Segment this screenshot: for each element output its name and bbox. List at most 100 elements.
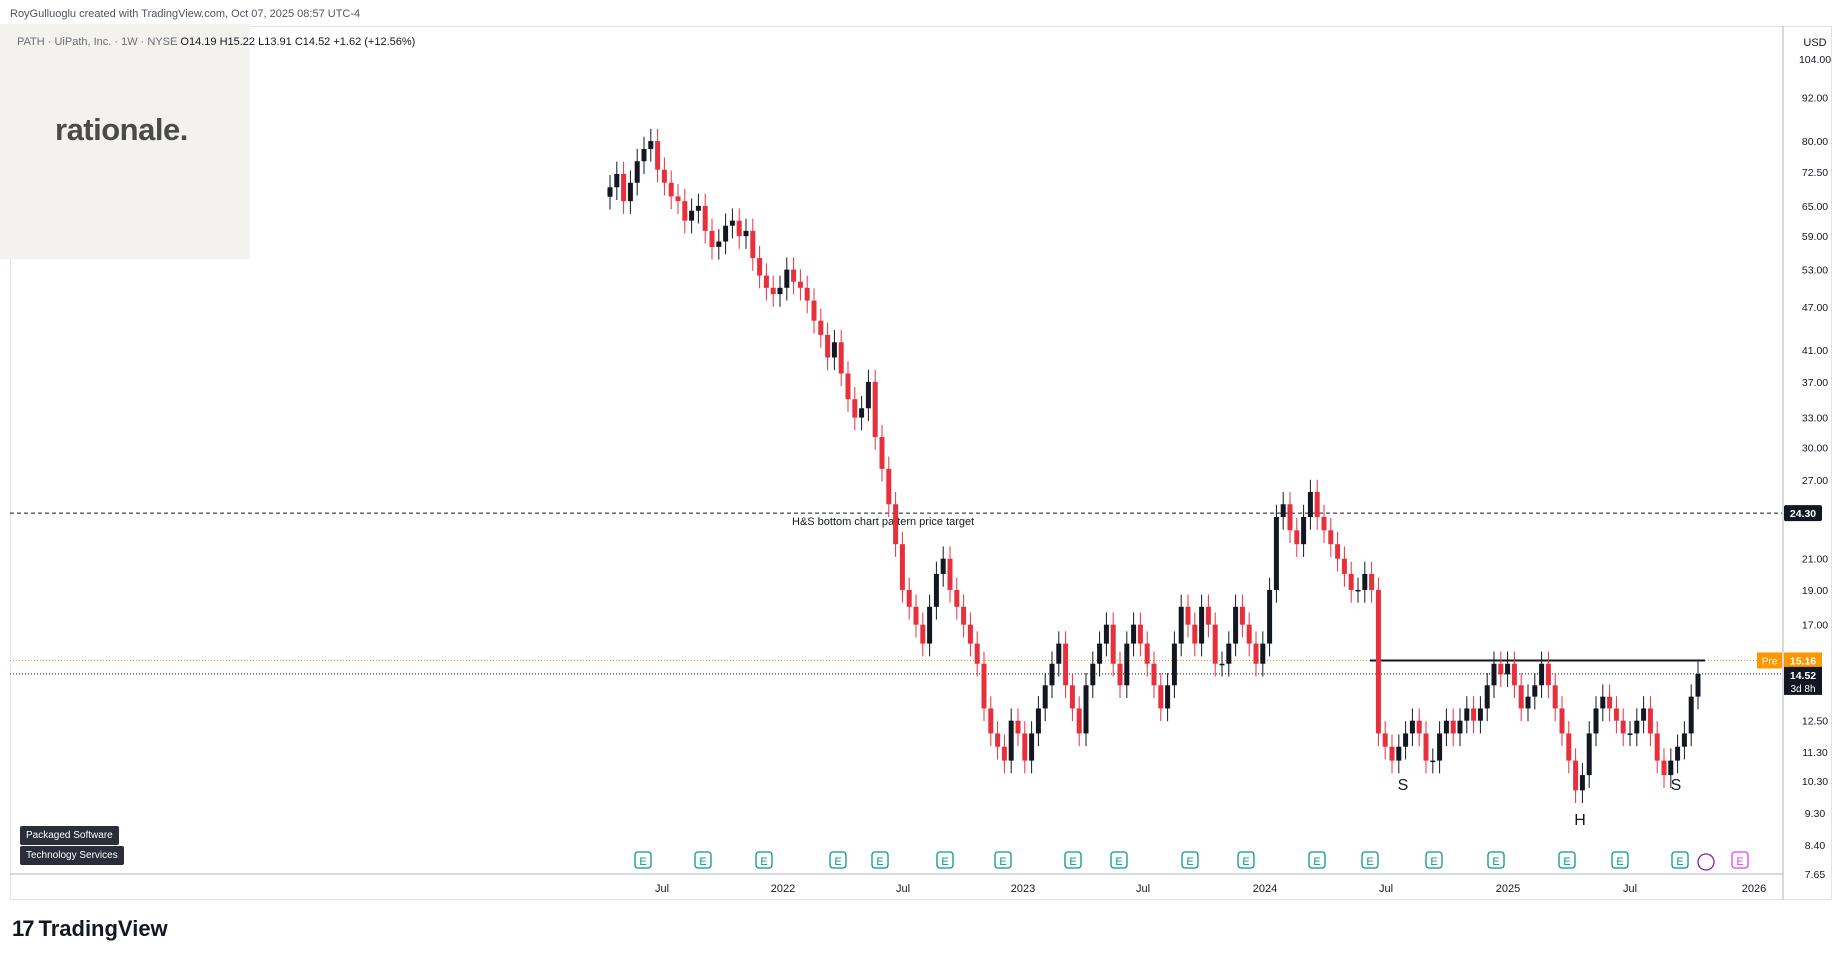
candle-body bbox=[1335, 544, 1341, 559]
candle-body bbox=[1382, 733, 1388, 747]
ohlc-high: H15.22 bbox=[219, 36, 256, 48]
candle-body bbox=[1083, 685, 1089, 734]
candle-body bbox=[1355, 589, 1361, 592]
earnings-icon bbox=[829, 851, 847, 869]
candle-body bbox=[1110, 624, 1116, 664]
candle-body bbox=[682, 201, 688, 221]
earnings-icon bbox=[1110, 851, 1128, 869]
candle-body bbox=[1518, 685, 1524, 709]
y-tick-label: 27.00 bbox=[1802, 475, 1828, 487]
candle-body bbox=[818, 320, 824, 335]
candle-body bbox=[1607, 696, 1613, 709]
earnings-icon bbox=[1064, 851, 1082, 869]
candle-body bbox=[1579, 775, 1585, 791]
earnings-icon-label: E bbox=[1313, 856, 1320, 868]
earnings-icon bbox=[1671, 851, 1689, 869]
candle-body bbox=[1280, 504, 1286, 517]
ohlc-change: +1.62 (+12.56%) bbox=[333, 36, 416, 48]
candle-body bbox=[879, 437, 885, 469]
candle-body bbox=[1205, 606, 1211, 625]
candle-body bbox=[675, 196, 681, 202]
candle-body bbox=[893, 504, 899, 545]
candle-body bbox=[1348, 573, 1354, 590]
earnings-icon-label: E bbox=[760, 856, 767, 868]
candle-body bbox=[1042, 685, 1048, 709]
candle-body bbox=[1287, 504, 1293, 531]
earnings-icon bbox=[1361, 851, 1379, 869]
candle-body bbox=[1362, 573, 1368, 590]
pre-tag-bg bbox=[1757, 652, 1782, 669]
y-tick-label: 8.40 bbox=[1805, 840, 1826, 852]
pattern-label-right-shoulder: S bbox=[1671, 777, 1682, 794]
price-target-annotation: H&S bottom chart pattern price target bbox=[792, 516, 974, 528]
candle-body bbox=[947, 558, 953, 590]
candle-body bbox=[1627, 733, 1633, 735]
candle-body bbox=[1314, 492, 1320, 517]
candle-body bbox=[770, 287, 776, 295]
y-tick-label: 104.00 bbox=[1799, 54, 1831, 66]
y-tick-label: 59.00 bbox=[1802, 231, 1828, 243]
y-tick-label: 53.00 bbox=[1802, 265, 1828, 277]
candle-body bbox=[1212, 624, 1218, 664]
candle-body bbox=[804, 287, 810, 301]
earnings-icon-label: E bbox=[1069, 856, 1076, 868]
watermark-panel: rationale. bbox=[0, 24, 250, 259]
candle-body bbox=[1409, 720, 1415, 734]
last-price-value: 14.52 bbox=[1790, 670, 1816, 682]
candle-body bbox=[961, 606, 967, 625]
tradingview-wordmark: TradingView bbox=[38, 916, 168, 941]
candle-body bbox=[913, 606, 919, 625]
candle-body bbox=[1219, 663, 1225, 666]
candle-body bbox=[1029, 733, 1035, 761]
earnings-icon-label: E bbox=[699, 856, 706, 868]
y-tick-label: 80.00 bbox=[1802, 136, 1828, 148]
earnings-icon bbox=[634, 851, 652, 869]
candle-body bbox=[784, 269, 790, 288]
candle-body bbox=[1253, 643, 1259, 664]
earnings-icon-label: E bbox=[1115, 856, 1122, 868]
candle-body bbox=[1559, 708, 1565, 734]
candle-body bbox=[1294, 530, 1300, 545]
y-tick-label: 12.50 bbox=[1802, 716, 1828, 728]
candle-body bbox=[1015, 720, 1021, 734]
industry-tag: Technology Services bbox=[20, 846, 124, 865]
ohlc-open: O14.19 bbox=[180, 36, 217, 48]
symbol-info: PATH · UiPath, Inc. · 1W · NYSE O14.19 H… bbox=[17, 36, 415, 48]
candle-body bbox=[811, 300, 817, 321]
candle-body bbox=[927, 606, 933, 644]
candle-body bbox=[709, 230, 715, 247]
candle-body bbox=[852, 399, 858, 418]
pre-tag-label: Pre bbox=[1762, 656, 1778, 667]
candle-body bbox=[1525, 696, 1531, 709]
candle-body bbox=[1124, 643, 1130, 686]
candle-body bbox=[763, 275, 769, 288]
candle-body bbox=[1573, 760, 1579, 791]
earnings-icon-label: E bbox=[1616, 856, 1623, 868]
pattern-label-head: H bbox=[1574, 812, 1586, 829]
candle-body bbox=[641, 148, 647, 162]
y-tick-label: 72.50 bbox=[1802, 167, 1828, 179]
candle-body bbox=[1464, 708, 1470, 721]
candle-body bbox=[974, 643, 980, 664]
candle-body bbox=[1634, 720, 1640, 734]
candle-body bbox=[1491, 663, 1497, 686]
candle-body bbox=[825, 334, 831, 358]
earnings-icon bbox=[755, 851, 773, 869]
candle-body bbox=[1321, 516, 1327, 531]
candle-body bbox=[1103, 624, 1109, 644]
earnings-icon-label: E bbox=[1563, 856, 1570, 868]
x-tick-label: Jul bbox=[1623, 883, 1637, 895]
y-tick-label: 17.00 bbox=[1802, 620, 1828, 632]
candle-body bbox=[906, 589, 912, 607]
candle-body bbox=[1178, 606, 1184, 644]
candle-body bbox=[1144, 643, 1150, 664]
last-price-tag bbox=[1784, 666, 1822, 695]
candle-body bbox=[1532, 685, 1538, 697]
candle-body bbox=[797, 281, 803, 288]
y-tick-label: 37.00 bbox=[1802, 377, 1828, 389]
candle-body bbox=[831, 342, 837, 358]
candle-body bbox=[736, 220, 742, 237]
watermark-logo: rationale. bbox=[55, 112, 188, 147]
candle-body bbox=[1600, 696, 1606, 709]
